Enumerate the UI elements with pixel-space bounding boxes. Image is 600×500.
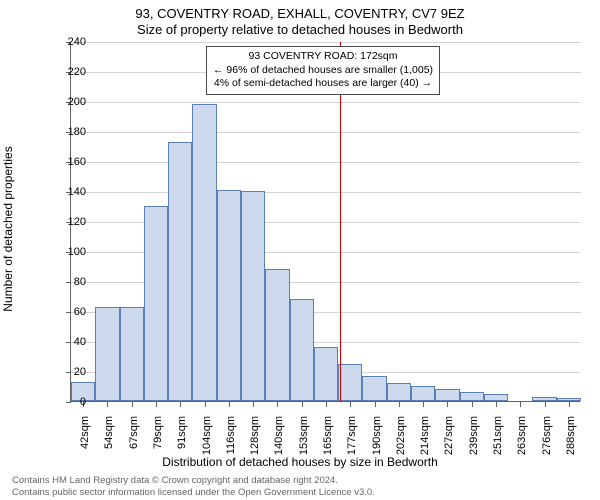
x-tick-label: 153sqm bbox=[298, 416, 310, 466]
gridline bbox=[71, 192, 581, 193]
gridline bbox=[71, 162, 581, 163]
histogram-bar bbox=[460, 392, 484, 401]
x-tick-mark bbox=[447, 402, 448, 407]
histogram-bar bbox=[217, 190, 241, 402]
histogram-bar bbox=[557, 398, 581, 401]
x-tick-mark bbox=[545, 402, 546, 407]
x-tick-label: 140sqm bbox=[273, 416, 285, 466]
x-tick-label: 263sqm bbox=[516, 416, 528, 466]
x-tick-label: 214sqm bbox=[419, 416, 431, 466]
chart-container: 93, COVENTRY ROAD, EXHALL, COVENTRY, CV7… bbox=[0, 0, 600, 500]
x-tick-label: 104sqm bbox=[201, 416, 213, 466]
chart-title-line2: Size of property relative to detached ho… bbox=[0, 22, 600, 37]
histogram-bar bbox=[435, 389, 459, 401]
chart-title-line1: 93, COVENTRY ROAD, EXHALL, COVENTRY, CV7… bbox=[0, 6, 600, 21]
x-tick-mark bbox=[399, 402, 400, 407]
x-tick-mark bbox=[277, 402, 278, 407]
x-tick-label: 251sqm bbox=[492, 416, 504, 466]
histogram-bar bbox=[168, 142, 192, 402]
x-tick-label: 165sqm bbox=[322, 416, 334, 466]
x-tick-label: 190sqm bbox=[371, 416, 383, 466]
annotation-box: 93 COVENTRY ROAD: 172sqm← 96% of detache… bbox=[206, 46, 440, 95]
x-tick-mark bbox=[326, 402, 327, 407]
x-tick-mark bbox=[350, 402, 351, 407]
histogram-bar bbox=[290, 299, 314, 401]
y-tick-label: 60 bbox=[46, 307, 86, 318]
x-tick-mark bbox=[180, 402, 181, 407]
histogram-bar bbox=[144, 206, 168, 401]
histogram-bar bbox=[387, 383, 411, 401]
x-tick-label: 79sqm bbox=[152, 416, 164, 466]
plot-area: 93 COVENTRY ROAD: 172sqm← 96% of detache… bbox=[70, 42, 580, 402]
histogram-bar bbox=[241, 191, 265, 401]
annotation-line3: 4% of semi-detached houses are larger (4… bbox=[213, 77, 433, 91]
attribution-line2: Contains public sector information licen… bbox=[12, 487, 375, 498]
x-tick-label: 288sqm bbox=[565, 416, 577, 466]
histogram-bar bbox=[362, 376, 386, 402]
y-axis-label: Number of detached properties bbox=[1, 146, 15, 311]
y-tick-label: 140 bbox=[46, 187, 86, 198]
y-tick-label: 180 bbox=[46, 127, 86, 138]
histogram-bar bbox=[338, 364, 362, 402]
annotation-line2: ← 96% of detached houses are smaller (1,… bbox=[213, 64, 433, 78]
x-tick-mark bbox=[107, 402, 108, 407]
histogram-bar bbox=[192, 104, 216, 401]
y-tick-label: 120 bbox=[46, 217, 86, 228]
x-tick-mark bbox=[229, 402, 230, 407]
x-tick-label: 91sqm bbox=[176, 416, 188, 466]
x-tick-mark bbox=[253, 402, 254, 407]
x-tick-mark bbox=[496, 402, 497, 407]
histogram-bar bbox=[314, 347, 338, 401]
gridline bbox=[71, 132, 581, 133]
x-tick-mark bbox=[205, 402, 206, 407]
gridline bbox=[71, 42, 581, 43]
y-tick-label: 240 bbox=[46, 37, 86, 48]
y-tick-label: 220 bbox=[46, 67, 86, 78]
x-tick-label: 276sqm bbox=[541, 416, 553, 466]
y-tick-label: 20 bbox=[46, 367, 86, 378]
x-tick-mark bbox=[375, 402, 376, 407]
histogram-bar bbox=[532, 397, 556, 402]
x-tick-label: 227sqm bbox=[443, 416, 455, 466]
y-tick-label: 100 bbox=[46, 247, 86, 258]
x-tick-label: 177sqm bbox=[346, 416, 358, 466]
x-tick-label: 54sqm bbox=[103, 416, 115, 466]
histogram-bar bbox=[120, 307, 144, 402]
attribution-line1: Contains HM Land Registry data © Crown c… bbox=[12, 475, 338, 486]
x-tick-label: 42sqm bbox=[79, 416, 91, 466]
x-tick-mark bbox=[423, 402, 424, 407]
y-tick-label: 200 bbox=[46, 97, 86, 108]
histogram-bar bbox=[95, 307, 119, 402]
x-tick-label: 128sqm bbox=[249, 416, 261, 466]
y-tick-label: 0 bbox=[46, 397, 86, 408]
x-tick-mark bbox=[520, 402, 521, 407]
histogram-bar bbox=[265, 269, 289, 401]
y-tick-label: 160 bbox=[46, 157, 86, 168]
x-tick-mark bbox=[472, 402, 473, 407]
x-tick-mark bbox=[132, 402, 133, 407]
x-tick-label: 239sqm bbox=[468, 416, 480, 466]
histogram-bar bbox=[484, 394, 508, 402]
gridline bbox=[71, 102, 581, 103]
annotation-line1: 93 COVENTRY ROAD: 172sqm bbox=[213, 50, 433, 64]
x-tick-mark bbox=[156, 402, 157, 407]
x-tick-mark bbox=[569, 402, 570, 407]
y-tick-label: 80 bbox=[46, 277, 86, 288]
marker-line bbox=[340, 42, 341, 401]
x-tick-mark bbox=[302, 402, 303, 407]
histogram-bar bbox=[411, 386, 435, 401]
x-tick-label: 202sqm bbox=[395, 416, 407, 466]
y-tick-label: 40 bbox=[46, 337, 86, 348]
x-tick-label: 116sqm bbox=[225, 416, 237, 466]
x-tick-label: 67sqm bbox=[128, 416, 140, 466]
